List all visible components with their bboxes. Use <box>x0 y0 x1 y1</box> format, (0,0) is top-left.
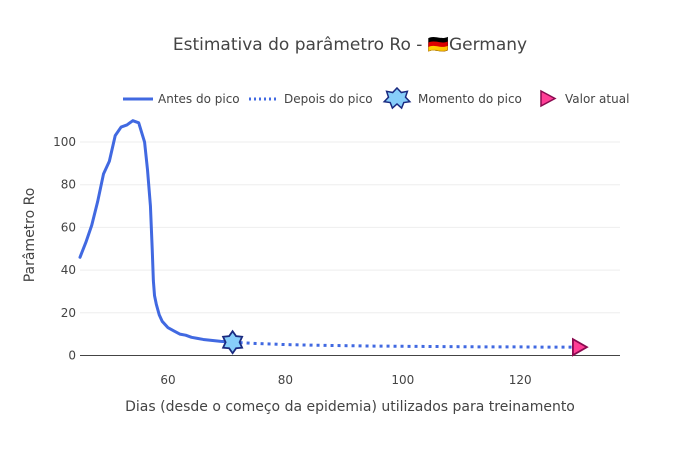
legend-item-depois-do-pico[interactable]: Depois do pico <box>249 92 373 106</box>
axes: 0 20 40 60 80 100 60 80 100 120 <box>53 135 620 387</box>
y-tick-label: 80 <box>61 178 76 192</box>
markers <box>221 329 589 357</box>
chart-title: Estimativa do parâmetro Ro - 🇩🇪Germany <box>173 35 527 55</box>
x-axis-title: Dias (desde o começo da epidemia) utiliz… <box>125 399 575 415</box>
series-line-antes-do-pico[interactable] <box>78 119 235 344</box>
y-tick-label: 40 <box>61 263 76 277</box>
x-tick-label: 60 <box>160 373 175 387</box>
legend-label: Momento do pico <box>418 92 522 106</box>
y-axis-title: Parâmetro Ro <box>22 188 38 283</box>
legend-label: Depois do pico <box>284 92 373 106</box>
y-tick-label: 0 <box>68 348 76 362</box>
legend-item-valor-atual[interactable]: Valor atual <box>540 89 629 108</box>
current-value-triangle-marker[interactable] <box>572 337 589 357</box>
triangle-right-icon <box>540 89 557 108</box>
legend-item-momento-do-pico[interactable]: Momento do pico <box>382 86 522 110</box>
legend-label: Antes do pico <box>158 92 240 106</box>
legend-item-antes-do-pico[interactable]: Antes do pico <box>123 92 240 106</box>
x-tick-label: 120 <box>509 373 532 387</box>
peak-star-marker[interactable] <box>221 329 244 355</box>
y-tick-label: 20 <box>61 306 76 320</box>
gridlines <box>80 141 620 314</box>
star-icon <box>382 86 412 110</box>
legend[interactable]: Antes do pico Depois do pico Momento do … <box>123 86 629 110</box>
legend-label: Valor atual <box>565 92 629 106</box>
y-tick-label: 100 <box>53 135 76 149</box>
plot-area <box>78 119 579 349</box>
x-tick-label: 100 <box>391 373 414 387</box>
y-tick-label: 60 <box>61 220 76 234</box>
x-tick-label: 80 <box>278 373 293 387</box>
series-line-depois-do-pico[interactable] <box>232 340 579 349</box>
